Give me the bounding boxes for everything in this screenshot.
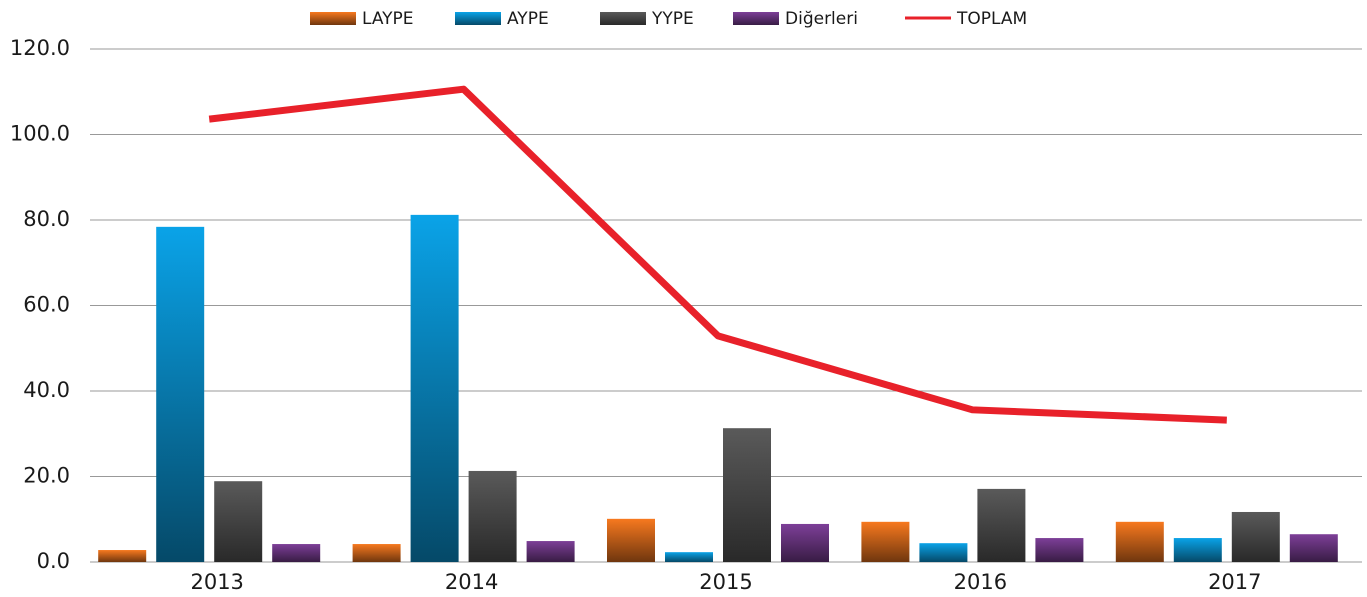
y-tick-label: 20.0 bbox=[23, 464, 70, 488]
y-tick-label: 120.0 bbox=[10, 36, 70, 60]
bar bbox=[526, 541, 575, 562]
x-tick-label: 2017 bbox=[1208, 570, 1261, 594]
bar bbox=[156, 226, 205, 562]
bar bbox=[352, 544, 401, 562]
legend-swatch bbox=[310, 12, 356, 25]
legend-label: AYPE bbox=[507, 9, 549, 29]
y-tick-label: 0.0 bbox=[37, 549, 70, 573]
bar bbox=[214, 481, 263, 562]
bar bbox=[468, 470, 517, 562]
bar bbox=[723, 428, 771, 562]
legend-label: Diğerleri bbox=[785, 9, 858, 29]
line bbox=[208, 85, 1227, 424]
x-tick-label: 2015 bbox=[699, 570, 752, 594]
x-tick-label: 2014 bbox=[445, 570, 498, 594]
bar bbox=[1115, 521, 1164, 562]
x-tick-label: 2013 bbox=[190, 570, 243, 594]
y-tick-label: 80.0 bbox=[23, 207, 70, 231]
bar bbox=[98, 550, 147, 562]
bar bbox=[665, 552, 713, 562]
legend-label: TOPLAM bbox=[956, 9, 1027, 29]
legend-swatch bbox=[455, 12, 501, 25]
bar bbox=[919, 543, 968, 562]
bar bbox=[272, 544, 321, 562]
legend-label: YYPE bbox=[651, 9, 694, 29]
bar bbox=[977, 488, 1026, 562]
bar bbox=[410, 214, 459, 562]
bar bbox=[1289, 534, 1338, 562]
y-tick-label: 40.0 bbox=[23, 378, 70, 402]
bar bbox=[1035, 538, 1084, 562]
y-tick-label: 100.0 bbox=[10, 122, 70, 146]
bar bbox=[607, 518, 655, 562]
x-tick-label: 2016 bbox=[954, 570, 1007, 594]
legend-swatch bbox=[733, 12, 779, 25]
bar bbox=[781, 523, 829, 562]
bar bbox=[861, 521, 910, 562]
legend-swatch bbox=[600, 12, 646, 25]
legend-label: LAYPE bbox=[362, 9, 414, 29]
bar bbox=[1173, 538, 1222, 562]
bar bbox=[1231, 511, 1280, 562]
y-tick-label: 60.0 bbox=[23, 293, 70, 317]
